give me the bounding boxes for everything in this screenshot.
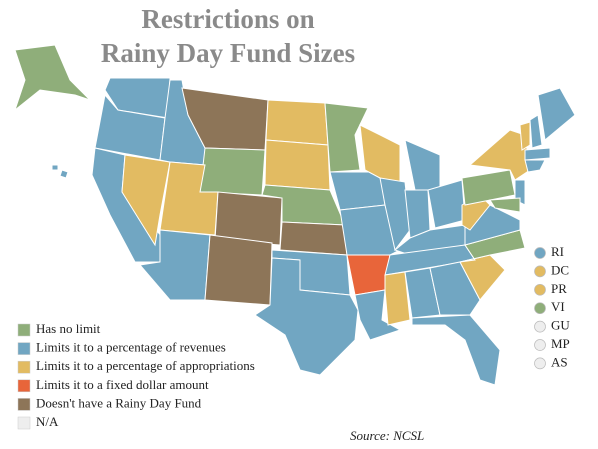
legend-label: Doesn't have a Rainy Day Fund — [36, 395, 202, 410]
state — [13, 44, 91, 112]
state — [346, 254, 391, 296]
state — [529, 114, 543, 149]
state — [384, 271, 411, 326]
territory-label: DC — [551, 262, 569, 277]
legend-swatch — [17, 360, 31, 374]
state — [204, 234, 273, 306]
legend-label: Has no limit — [36, 321, 101, 336]
source: Source: NCSL — [350, 428, 424, 443]
state — [524, 147, 551, 161]
state — [339, 204, 401, 256]
territory-label: VI — [551, 299, 565, 314]
state — [537, 87, 576, 141]
legend-swatch — [17, 379, 31, 393]
state — [324, 102, 369, 173]
us-map — [13, 44, 576, 386]
state — [51, 164, 59, 171]
state — [279, 221, 348, 256]
territory-label: GU — [551, 318, 570, 333]
legend-label: N/A — [36, 414, 59, 429]
territory-dot — [534, 265, 546, 278]
territory-dot — [534, 357, 546, 370]
territory-label: AS — [551, 354, 568, 369]
territory-label: MP — [551, 336, 570, 351]
legend-swatch — [17, 416, 31, 430]
legend-swatch — [17, 323, 31, 337]
state — [254, 257, 359, 376]
state — [524, 159, 546, 173]
territory-label: RI — [551, 244, 564, 259]
legend-swatch — [17, 342, 31, 355]
territory-dot — [534, 283, 546, 296]
legend-label: Limits it to a fixed dollar amount — [36, 377, 209, 392]
state — [199, 147, 266, 196]
title-line: Rainy Day Fund Sizes — [101, 38, 355, 68]
state — [264, 139, 331, 191]
state — [519, 121, 531, 151]
state — [404, 139, 441, 191]
state — [265, 99, 329, 146]
state — [379, 177, 411, 252]
state — [411, 314, 501, 386]
territory-label: PR — [551, 281, 567, 296]
territory-dot — [534, 247, 546, 259]
legend-label: Limits it to a percentage of revenues — [36, 340, 226, 355]
territory-dot — [534, 302, 546, 315]
title-line: Restrictions on — [141, 4, 314, 34]
state — [429, 261, 481, 316]
state — [329, 171, 386, 211]
state — [489, 197, 521, 213]
state — [59, 169, 69, 179]
state — [404, 189, 431, 239]
legend-label: Limits it to a percentage of appropriati… — [36, 358, 255, 373]
territory-dot — [534, 339, 546, 351]
territory-dot — [534, 320, 546, 333]
legend-swatch — [17, 398, 31, 411]
